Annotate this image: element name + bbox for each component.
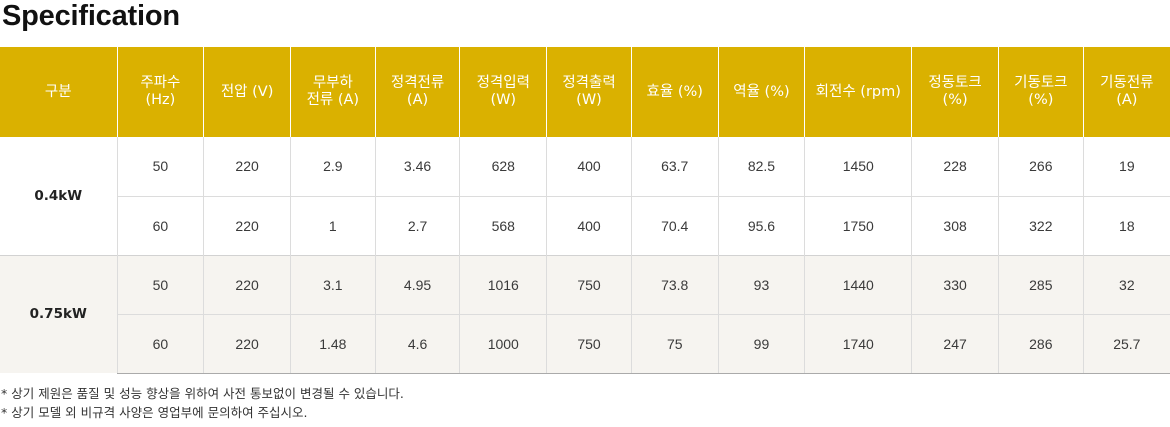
header-label-line: 효율 (%) xyxy=(646,83,703,100)
cell-rpm: 1450 xyxy=(804,137,912,196)
table-row: 0.75kW 50 220 3.1 4.95 1016 750 73.8 93 … xyxy=(0,254,1170,373)
cell-power-factor: 95.6 xyxy=(717,195,805,255)
header-label-line: 전압 (V) xyxy=(220,83,274,100)
header-label-line: 기동전류 xyxy=(1100,75,1154,91)
header-label-line: 구분 xyxy=(44,83,72,100)
cell-voltage: 220 xyxy=(203,313,291,374)
cell-rated-output: 400 xyxy=(546,195,632,255)
header-label-line: 무부하 xyxy=(312,75,353,91)
header-label-line: 회전수 (rpm) xyxy=(815,83,901,100)
header-starting-torque: 기동토크 (%) xyxy=(997,47,1084,137)
cell-rated-output: 400 xyxy=(546,137,632,196)
cell-stall-torque: 308 xyxy=(911,195,999,255)
header-no-load-current: 무부하 전류 (A) xyxy=(289,47,376,137)
header-label-line: 정격출력 xyxy=(562,75,616,91)
cell-stall-torque: 330 xyxy=(911,254,999,314)
cell-voltage: 220 xyxy=(203,137,291,196)
table-group-0-4kw: 0.4kW 50 220 2.9 3.46 628 400 63.7 82.5 … xyxy=(0,137,1170,255)
header-efficiency: 효율 (%) xyxy=(630,47,719,137)
cell-starting-current: 32 xyxy=(1082,254,1170,314)
cell-efficiency: 70.4 xyxy=(630,195,719,255)
cell-rated-input: 568 xyxy=(459,195,547,255)
cell-rated-current: 4.6 xyxy=(374,313,460,374)
cell-rated-input: 1016 xyxy=(459,254,547,314)
cell-power-factor: 93 xyxy=(717,254,805,314)
header-power-factor: 역율 (%) xyxy=(717,47,805,137)
header-rated-current: 정격전류 (A) xyxy=(374,47,460,137)
cell-stall-torque: 228 xyxy=(911,137,999,196)
table-header-row: 구분 주파수 (Hz) 전압 (V) 무부하 전류 (A) 정격전류 (A) 정격입력 (W) 정격… xyxy=(0,47,1170,137)
table-row: 0.4kW 50 220 2.9 3.46 628 400 63.7 82.5 … xyxy=(0,137,1170,204)
table-row: 60 220 1.48 4.6 1000 750 75 99 1740 247 … xyxy=(0,313,1170,374)
header-frequency: 주파수 (Hz) xyxy=(116,47,204,137)
cell-voltage: 220 xyxy=(203,254,291,314)
cell-starting-torque: 286 xyxy=(997,313,1084,374)
cell-no-load-current: 2.9 xyxy=(289,137,376,196)
cell-efficiency: 75 xyxy=(630,313,719,374)
cell-rated-current: 2.7 xyxy=(374,195,460,255)
cell-starting-torque: 285 xyxy=(997,254,1084,314)
cell-voltage: 220 xyxy=(203,195,291,255)
cell-starting-torque: 322 xyxy=(997,195,1084,255)
cell-frequency: 50 xyxy=(116,254,204,314)
header-category: 구분 xyxy=(0,47,117,137)
header-label-line: (W) xyxy=(490,92,517,108)
header-label-line: (%) xyxy=(1028,92,1054,108)
cell-no-load-current: 1 xyxy=(289,195,376,255)
cell-starting-current: 18 xyxy=(1082,195,1170,255)
header-label-line: (A) xyxy=(406,92,429,108)
header-stall-torque: 정동토크 (%) xyxy=(911,47,999,137)
cell-efficiency: 63.7 xyxy=(630,137,719,196)
cell-efficiency: 73.8 xyxy=(630,254,719,314)
header-voltage: 전압 (V) xyxy=(203,47,291,137)
cell-frequency: 60 xyxy=(116,313,204,374)
cell-rated-current: 4.95 xyxy=(374,254,460,314)
footnotes: * 상기 제원은 품질 및 성능 향상을 위하여 사전 통보없이 변경될 수 있… xyxy=(1,384,404,422)
header-label-line: 주파수 xyxy=(140,75,181,91)
cell-rated-output: 750 xyxy=(546,313,632,374)
cell-frequency: 50 xyxy=(116,137,204,196)
cell-frequency: 60 xyxy=(116,195,204,255)
header-label-line: 역율 (%) xyxy=(733,83,790,100)
footnote: * 상기 모델 외 비규격 사양은 영업부에 문의하여 주십시오. xyxy=(1,405,308,420)
header-label-line: 전류 (A) xyxy=(306,92,360,108)
cell-rated-input: 1000 xyxy=(459,313,547,374)
header-label-line: 기동토크 xyxy=(1014,75,1068,91)
cell-starting-current: 19 xyxy=(1082,137,1170,196)
header-label-line: (%) xyxy=(942,92,968,108)
header-rated-input: 정격입력 (W) xyxy=(459,47,547,137)
header-label-line: (W) xyxy=(576,92,602,108)
table-row: 60 220 1 2.7 568 400 70.4 95.6 1750 308 … xyxy=(0,195,1170,255)
footnote: * 상기 제원은 품질 및 성능 향상을 위하여 사전 통보없이 변경될 수 있… xyxy=(1,386,404,401)
header-label-line: 정격전류 xyxy=(390,75,445,91)
header-label-line: 정격입력 xyxy=(476,75,530,91)
cell-power-factor: 99 xyxy=(717,313,805,374)
cell-no-load-current: 3.1 xyxy=(289,254,376,314)
header-rpm: 회전수 (rpm) xyxy=(804,47,912,137)
cell-stall-torque: 247 xyxy=(911,313,999,374)
cell-rpm: 1750 xyxy=(804,195,912,255)
cell-rated-input: 628 xyxy=(459,137,547,196)
cell-rpm: 1440 xyxy=(804,254,912,314)
header-label-line: 정동토크 xyxy=(928,75,982,91)
cell-rated-output: 750 xyxy=(546,254,632,314)
group-label: 0.75kW xyxy=(0,254,117,373)
group-label: 0.4kW xyxy=(34,187,83,204)
cell-power-factor: 82.5 xyxy=(717,137,805,196)
cell-starting-torque: 266 xyxy=(997,137,1084,196)
cell-starting-current: 25.7 xyxy=(1082,313,1170,374)
table-group-0-75kw: 0.75kW 50 220 3.1 4.95 1016 750 73.8 93 … xyxy=(0,254,1170,374)
cell-no-load-current: 1.48 xyxy=(289,313,376,374)
specification-table: 구분 주파수 (Hz) 전압 (V) 무부하 전류 (A) 정격전류 (A) 정격입력 (W) 정격… xyxy=(0,47,1170,374)
header-rated-output: 정격출력 (W) xyxy=(546,47,632,137)
cell-rated-current: 3.46 xyxy=(374,137,460,196)
header-label-line: (A) xyxy=(1116,92,1138,108)
header-label-line: (Hz) xyxy=(145,92,176,108)
page-title: Specification xyxy=(2,0,180,32)
header-starting-current: 기동전류 (A) xyxy=(1082,47,1170,137)
cell-rpm: 1740 xyxy=(804,313,912,374)
